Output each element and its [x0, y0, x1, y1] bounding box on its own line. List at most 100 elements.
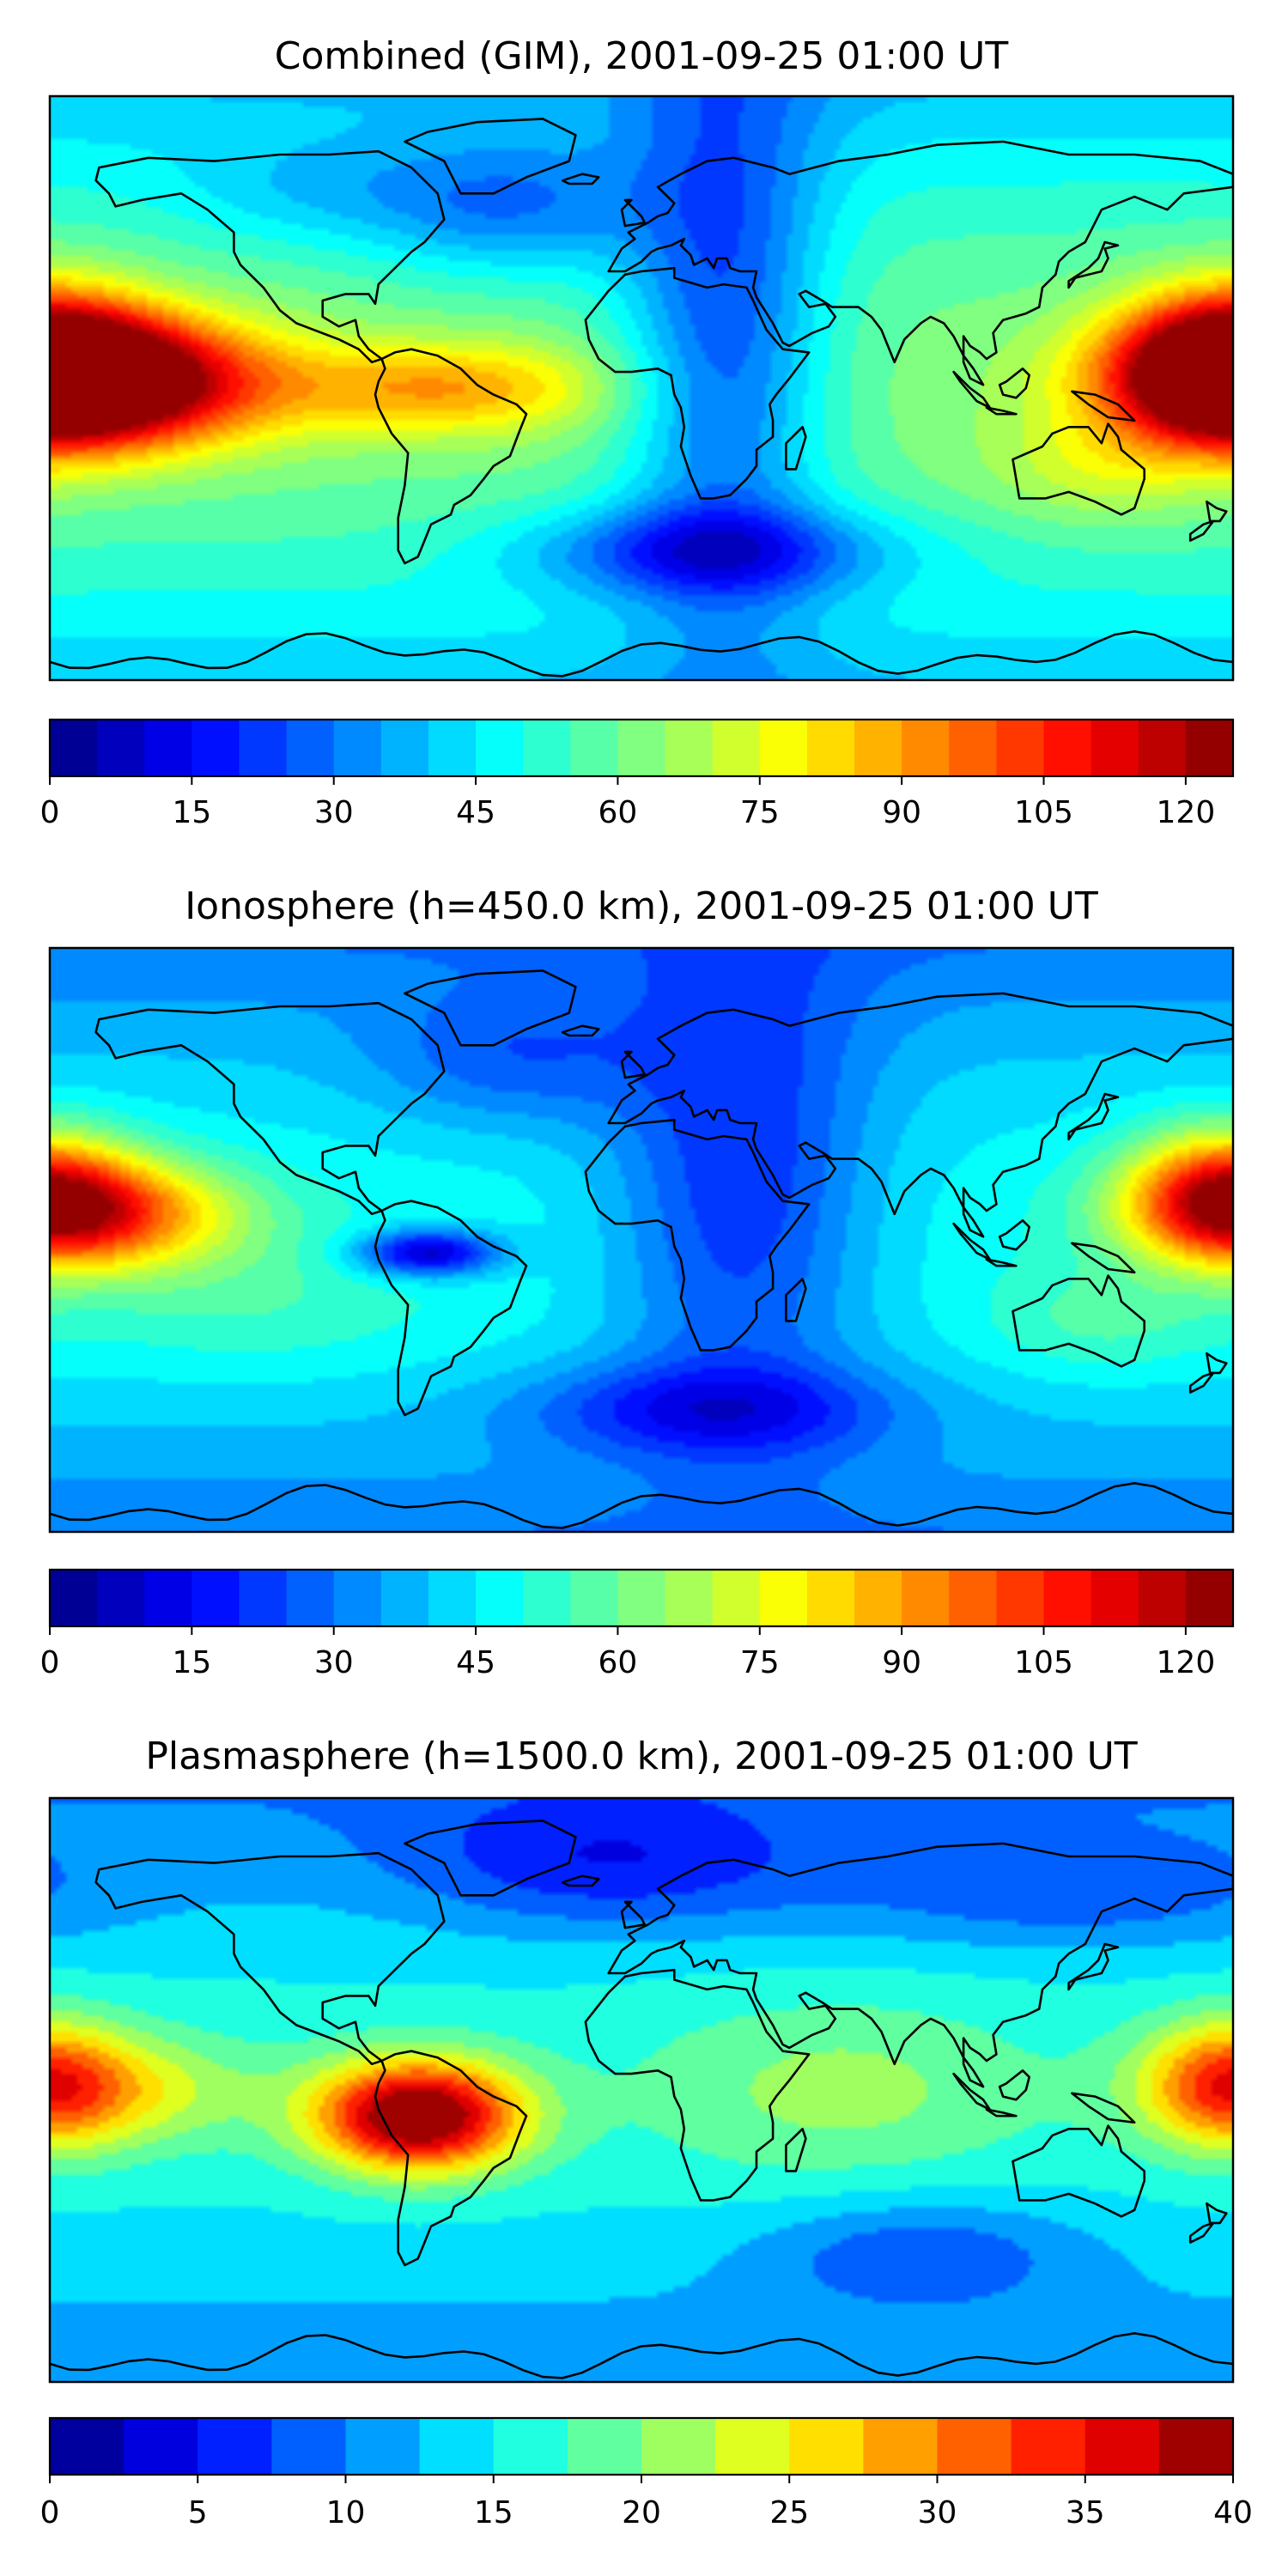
- colorbar-level: [863, 2418, 939, 2475]
- colorbar-tick-label: 15: [172, 1645, 211, 1680]
- colorbar-level: [191, 720, 240, 776]
- coastline: [607, 140, 1233, 386]
- colorbar-level: [197, 2418, 272, 2475]
- colorbar-level: [1185, 720, 1234, 776]
- coastlines: [50, 118, 1233, 677]
- coastline: [785, 2128, 807, 2172]
- map-frame: [48, 94, 1235, 682]
- colorbar-level: [570, 1570, 619, 1626]
- colorbar-tick-label: 35: [1066, 2495, 1105, 2530]
- colorbar-level: [902, 720, 950, 776]
- coastline: [561, 173, 600, 185]
- colorbar-tick-label: 15: [474, 2495, 513, 2530]
- coastline: [1071, 2092, 1136, 2124]
- coastline: [404, 969, 577, 1047]
- colorbar-tick-label: 30: [314, 795, 354, 830]
- colorbar-level: [949, 1570, 997, 1626]
- colorbar-level: [428, 720, 477, 776]
- colorbar-level: [1043, 1570, 1092, 1626]
- coastline: [94, 1851, 446, 2066]
- coastline: [985, 2108, 1018, 2117]
- colorbar-tick-label: 120: [1157, 1645, 1216, 1680]
- colorbar-level: [1185, 1570, 1234, 1626]
- colorbar-frame: [48, 718, 1235, 778]
- coastline: [374, 1200, 528, 1417]
- colorbar-tick-label: 5: [188, 2495, 208, 2530]
- coastline: [1206, 2202, 1228, 2225]
- antarctica-coastline: [50, 1481, 1233, 1529]
- colorbar-level: [523, 720, 571, 776]
- coastlines: [50, 969, 1233, 1529]
- coastline: [1188, 519, 1215, 542]
- colorbar-level: [97, 720, 145, 776]
- coastline: [1012, 1274, 1145, 1368]
- coastline: [561, 1024, 600, 1037]
- colorbar-tick-label: 0: [40, 2495, 60, 2530]
- colorbar-tick-label: 0: [40, 795, 60, 830]
- panel-plasmasphere: Plasmasphere (h=1500.0 km), 2001-09-25 0…: [40, 1735, 1253, 2530]
- colorbar-tick-label: 20: [622, 2495, 661, 2530]
- coastline: [404, 1820, 577, 1897]
- colorbar-tick-label: 25: [769, 2495, 809, 2530]
- colorbar-level: [1138, 720, 1187, 776]
- colorbar-level: [789, 2418, 864, 2475]
- antarctica-coastline: [50, 629, 1233, 677]
- antarctica-coastline: [50, 2331, 1233, 2379]
- colorbar-level: [124, 2418, 198, 2475]
- coastline: [607, 1842, 1233, 2088]
- colorbar-tick-label: 30: [314, 1645, 354, 1680]
- coastline: [1012, 2124, 1145, 2218]
- colorbar-tick-label: 45: [456, 1645, 495, 1680]
- coastline: [1188, 1371, 1215, 1394]
- colorbar-level: [286, 720, 335, 776]
- coastline: [785, 1278, 807, 1322]
- coastline: [620, 1900, 647, 1929]
- colorbar-level: [271, 2418, 347, 2475]
- colorbar-tick-label: 120: [1157, 795, 1216, 830]
- colorbar-level: [523, 1570, 571, 1626]
- colorbar-level: [191, 1570, 240, 1626]
- colorbar-tick-label: 90: [882, 795, 921, 830]
- colorbar-level: [641, 2418, 716, 2475]
- coastline: [1206, 500, 1228, 523]
- panel-ionosphere: Ionosphere (h=450.0 km), 2001-09-25 01:0…: [40, 884, 1235, 1680]
- colorbar-level: [144, 720, 192, 776]
- colorbar-level: [428, 1570, 477, 1626]
- colorbar-level: [902, 1570, 950, 1626]
- colorbar-tick-label: 105: [1014, 795, 1073, 830]
- coastline: [404, 118, 577, 195]
- colorbar-level: [854, 1570, 902, 1626]
- coastline: [1206, 1352, 1228, 1375]
- colorbar-level: [333, 1570, 382, 1626]
- panel-title: Ionosphere (h=450.0 km), 2001-09-25 01:0…: [185, 884, 1098, 928]
- coastline: [1188, 2221, 1215, 2244]
- colorbar-level: [712, 720, 761, 776]
- colorbar-level: [1091, 720, 1139, 776]
- colorbar-level: [665, 1570, 714, 1626]
- colorbar-tick-label: 40: [1213, 2495, 1253, 2530]
- colorbar-level: [1091, 1570, 1139, 1626]
- field-heatmap: [50, 948, 1233, 1532]
- colorbar-level: [806, 720, 855, 776]
- colorbar: 0 5 10 15 20 25 30 35 40: [40, 2416, 1253, 2530]
- coastline: [1071, 1242, 1136, 1274]
- panel-title: Combined (GIM), 2001-09-25 01:00 UT: [275, 34, 1009, 78]
- colorbar-level: [97, 1570, 145, 1626]
- colorbar-level: [1011, 2418, 1086, 2475]
- field-heatmap: [50, 1798, 1233, 2382]
- colorbar-tick-label: 60: [598, 1645, 638, 1680]
- colorbar-level: [144, 1570, 192, 1626]
- colorbar-tick-label: 60: [598, 795, 638, 830]
- coastline: [584, 1968, 811, 2202]
- colorbar-level: [1138, 1570, 1187, 1626]
- coastlines: [50, 1820, 1233, 2379]
- panel-title: Plasmasphere (h=1500.0 km), 2001-09-25 0…: [145, 1735, 1137, 1778]
- colorbar-level: [617, 1570, 666, 1626]
- colorbar-level: [476, 1570, 524, 1626]
- colorbar-tick-label: 45: [456, 795, 495, 830]
- colorbar-level: [996, 720, 1045, 776]
- colorbar-level: [949, 720, 997, 776]
- colorbar-level: [380, 1570, 429, 1626]
- colorbar-level: [50, 720, 98, 776]
- colorbar-level: [854, 720, 902, 776]
